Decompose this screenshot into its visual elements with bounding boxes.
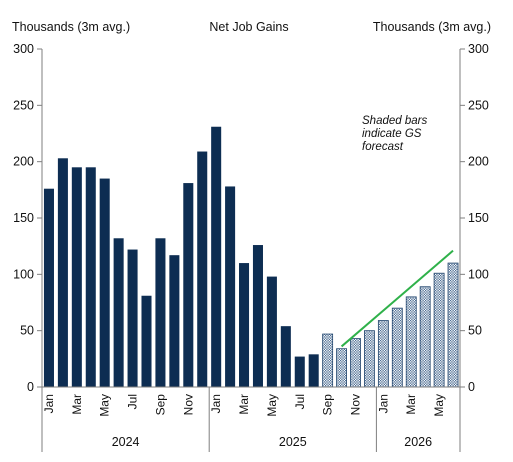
actual-bar — [113, 238, 124, 387]
x-tick-label: Sep — [153, 394, 167, 416]
left-y-tick-label: 150 — [13, 211, 34, 225]
annotation-line-3: forecast — [362, 141, 404, 153]
actual-bar — [85, 167, 96, 387]
actual-bar — [294, 356, 305, 387]
left-axis-label: Thousands (3m avg.) — [12, 20, 130, 34]
forecast-annotation: Shaded bars indicate GS forecast — [362, 115, 427, 153]
x-tick-label: May — [98, 394, 112, 417]
x-tick-label: Jan — [42, 394, 56, 413]
left-y-tick-label: 0 — [27, 380, 34, 394]
x-tick-label: Mar — [237, 394, 251, 415]
right-y-tick-label: 300 — [468, 42, 489, 56]
actual-bar — [169, 255, 180, 387]
forecast-bar — [322, 333, 334, 388]
annotation-line-1: Shaded bars — [362, 115, 427, 127]
year-label: 2025 — [279, 435, 307, 449]
x-axis: Jan Mar May Jul Sep Nov Jan Mar May Jul Sep Nov Jan M… — [41, 386, 461, 452]
trend-line-group — [340, 249, 454, 348]
x-tick-label: Mar — [70, 394, 84, 415]
actual-bar — [183, 183, 194, 387]
left-y-tick-label: 250 — [13, 98, 34, 112]
left-y-tick-label: 100 — [13, 267, 34, 281]
forecast-bar — [405, 296, 417, 388]
actual-bar — [155, 238, 166, 387]
x-tick-label: Jul — [126, 394, 140, 409]
forecast-bar — [433, 272, 445, 388]
forecast-bar — [350, 338, 361, 388]
axes: 0 0 50 50 100 100 150 150 200 200 250 250 300 300 — [13, 42, 489, 394]
year-label: 2024 — [112, 435, 140, 449]
forecast-bar — [391, 307, 403, 388]
right-y-tick-label: 100 — [468, 267, 489, 281]
annotation-line-2: indicate GS — [362, 128, 422, 140]
forecast-bar — [336, 348, 347, 388]
x-tick-label: Nov — [349, 394, 363, 415]
actual-bar — [266, 276, 277, 387]
x-tick-label: May — [265, 394, 279, 417]
left-y-tick-label: 300 — [13, 42, 34, 56]
trend-line — [340, 249, 454, 348]
actual-bar — [225, 186, 236, 387]
x-tick-label: Mar — [404, 394, 418, 415]
right-y-tick-label: 250 — [468, 98, 489, 112]
left-y-tick-label: 50 — [20, 324, 34, 338]
actual-bar — [127, 249, 138, 387]
x-tick-label: May — [432, 394, 446, 417]
chart-title: Net Job Gains — [209, 20, 288, 34]
actual-bar — [211, 126, 222, 388]
forecast-bar — [447, 262, 459, 388]
x-tick-label: Sep — [321, 394, 335, 416]
actual-bar — [141, 295, 152, 387]
actual-bar — [239, 263, 250, 387]
x-tick-label: Jul — [293, 394, 307, 409]
forecast-bar — [419, 286, 431, 388]
year-label: 2026 — [404, 435, 432, 449]
right-y-tick-label: 50 — [468, 324, 482, 338]
right-y-tick-label: 150 — [468, 211, 489, 225]
actual-bar — [308, 354, 319, 387]
actual-bar — [280, 326, 291, 387]
x-tick-label: Nov — [181, 394, 195, 415]
actual-bar — [57, 158, 68, 387]
actual-bar — [43, 188, 54, 387]
right-y-tick-label: 200 — [468, 155, 489, 169]
right-axis-label: Thousands (3m avg.) — [373, 20, 491, 34]
actual-bar — [99, 178, 110, 387]
x-tick-label: Jan — [376, 394, 390, 413]
right-y-tick-label: 0 — [468, 380, 475, 394]
bars — [43, 126, 459, 388]
forecast-bar — [377, 320, 389, 388]
actual-bar — [197, 151, 208, 387]
forecast-bar — [364, 330, 375, 388]
actual-bar — [71, 167, 82, 387]
actual-bar — [252, 245, 263, 387]
left-y-tick-label: 200 — [13, 155, 34, 169]
x-tick-label: Jan — [209, 394, 223, 413]
